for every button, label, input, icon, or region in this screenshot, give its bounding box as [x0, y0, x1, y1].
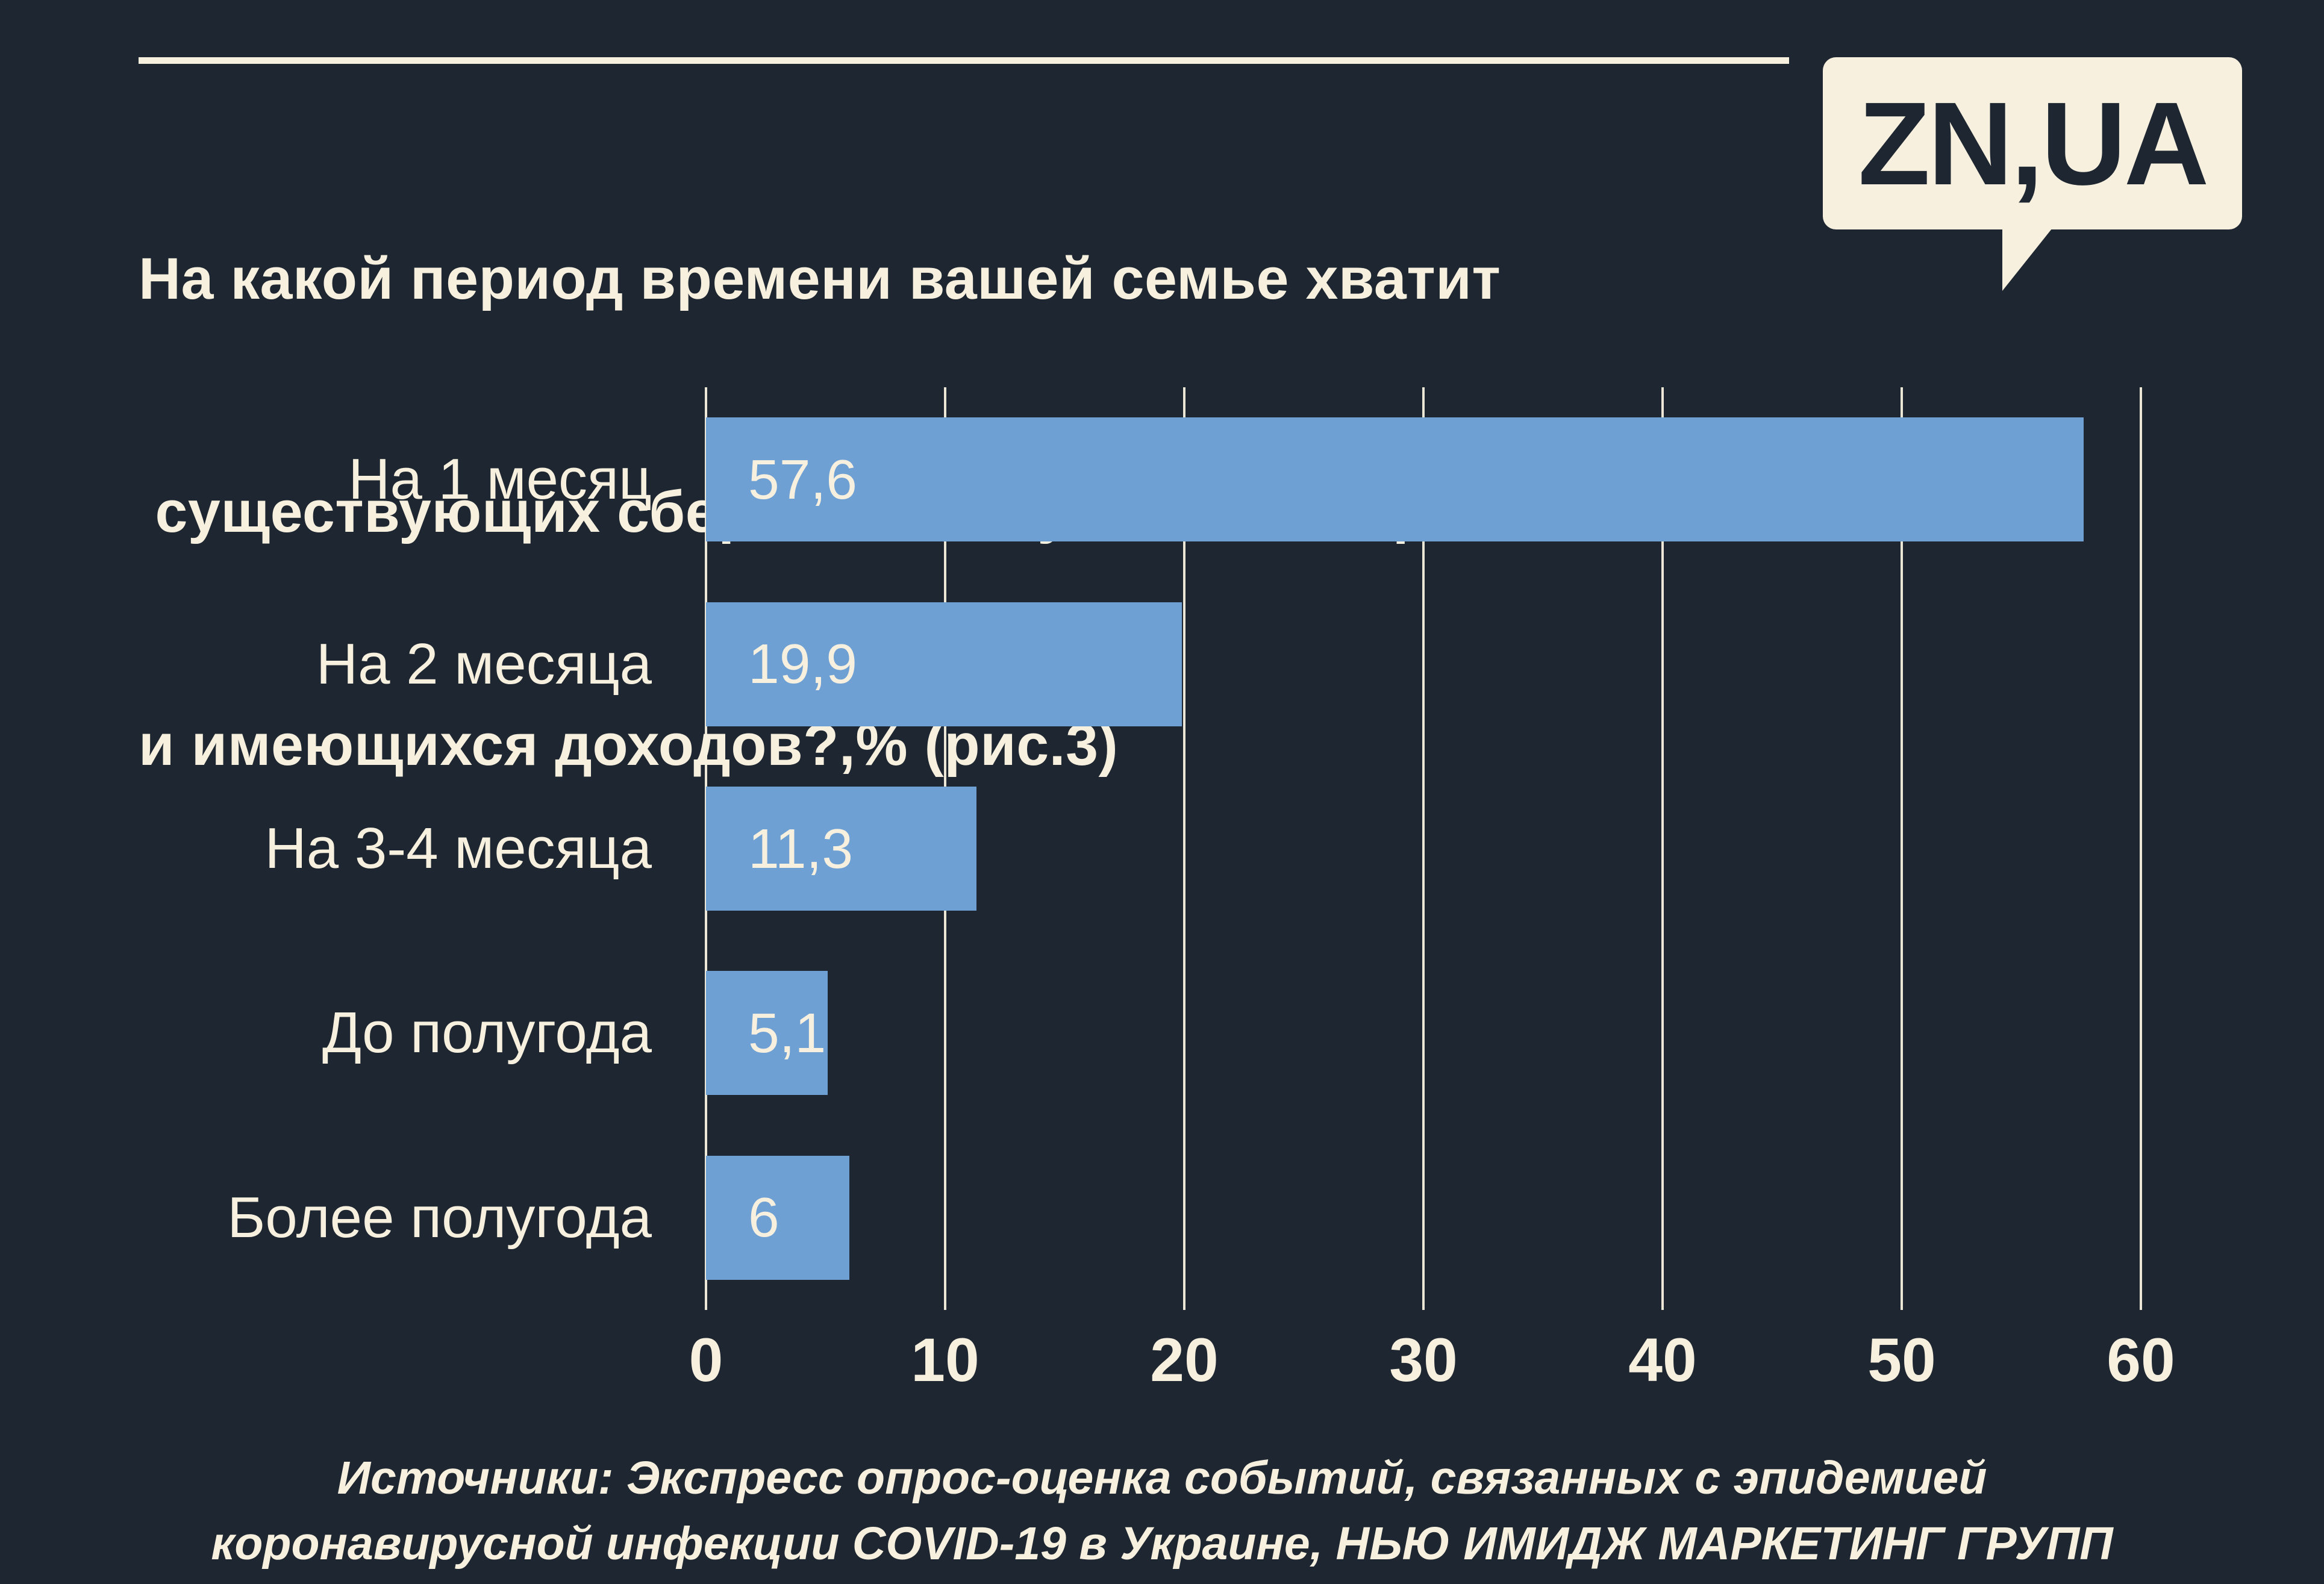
x-tick-label-40: 40 [1628, 1326, 1697, 1394]
value-label: 5,1 [748, 1001, 826, 1064]
gridline-50 [1901, 387, 1903, 1310]
gridline-40 [1661, 387, 1664, 1310]
x-tick-label-50: 50 [1867, 1326, 1936, 1394]
top-divider [139, 57, 1789, 64]
chart-title-line-1: На какой период времени вашей семье хват… [139, 246, 1501, 311]
value-label: 57,6 [748, 447, 858, 511]
category-label: На 3-4 месяца [264, 816, 652, 881]
chart-row: На 1 месяц 57,6 [0, 387, 2324, 572]
x-axis-ticks: 0 10 20 30 40 50 60 [689, 1325, 2175, 1397]
bar-rows: На 1 месяц 57,6 На 2 месяца 19,9 На 3-4 меся… [0, 387, 2324, 1310]
category-label: На 1 месяц [348, 447, 652, 512]
source-note-line-2: коронавирусной инфекции COVID-19 в Украи… [211, 1518, 2113, 1570]
value-label: 6 [748, 1186, 779, 1249]
bar: 19,9 [706, 602, 1182, 726]
bar: 5,1 [706, 971, 828, 1096]
source-note-line-1: Источники: Экспресс опрос-оценка событий… [337, 1452, 1987, 1504]
bar-track: 19,9 [706, 602, 2141, 726]
znua-logo-speech-tail [2002, 226, 2054, 291]
x-tick-label-10: 10 [911, 1326, 979, 1394]
chart-row: Более полугода 6 [0, 1126, 2324, 1310]
x-tick-label-30: 30 [1389, 1326, 1458, 1394]
bar: 6 [706, 1155, 850, 1280]
bar-track: 6 [706, 1155, 2141, 1280]
bar-track: 57,6 [706, 417, 2141, 542]
chart-row: На 2 месяца 19,9 [0, 572, 2324, 756]
x-tick-label-60: 60 [2107, 1326, 2175, 1394]
category-label: До полугода [322, 1000, 652, 1065]
bar-chart: На 1 месяц 57,6 На 2 месяца 19,9 На 3-4 меся… [0, 387, 2324, 1310]
category-label: Более полугода [227, 1185, 652, 1250]
bar-track: 5,1 [706, 971, 2141, 1096]
chart-title: На какой период времени вашей семье хват… [139, 84, 1631, 939]
x-tick-label-20: 20 [1150, 1326, 1219, 1394]
category-label: На 2 месяца [316, 631, 652, 696]
gridline-30 [1422, 387, 1425, 1310]
chart-row: На 3-4 месяца 11,3 [0, 756, 2324, 941]
znua-logo-text: ZN,UA [1823, 57, 2242, 229]
bar: 57,6 [706, 417, 2084, 542]
chart-row: До полугода 5,1 [0, 941, 2324, 1125]
znua-logo: ZN,UA [1823, 57, 2242, 291]
source-note: Источники: Экспресс опрос-оценка событий… [0, 1445, 2324, 1577]
gridline-60 [2140, 387, 2142, 1310]
value-label: 11,3 [748, 817, 854, 880]
bar: 11,3 [706, 787, 976, 911]
bar-track: 11,3 [706, 787, 2141, 911]
x-tick-label-0: 0 [689, 1326, 723, 1394]
chart-title-line-3: и имеющихся доходов?,% (рис.3) [139, 712, 1119, 778]
gridline-20 [1183, 387, 1185, 1310]
value-label: 19,9 [748, 632, 858, 696]
